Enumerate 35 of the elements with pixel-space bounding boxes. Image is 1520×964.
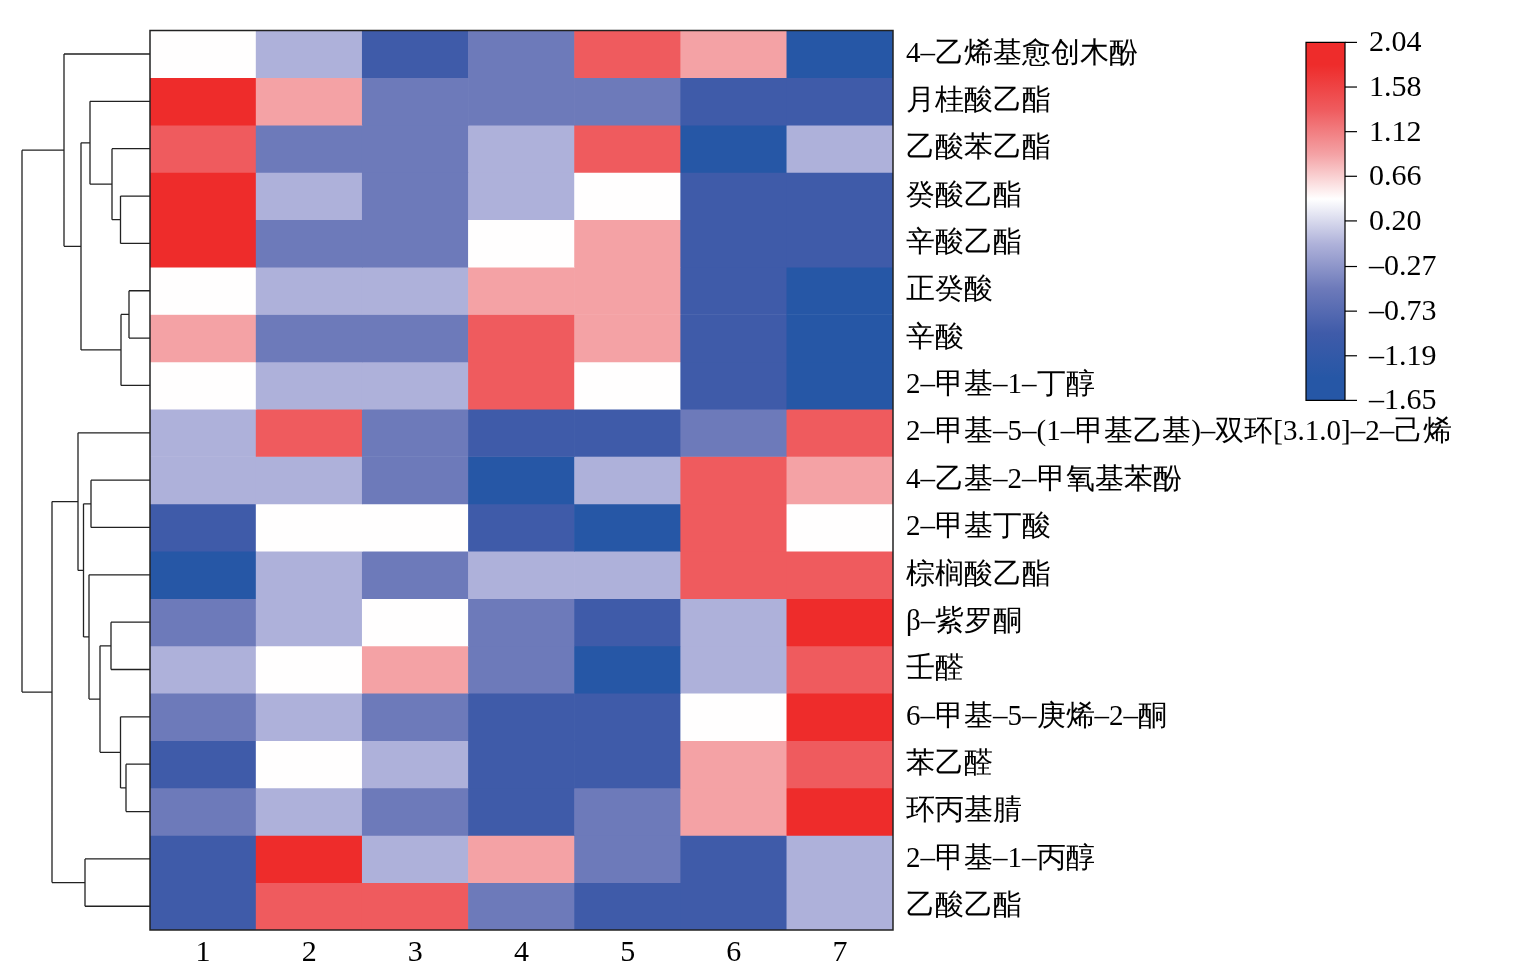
color-bar-label: –1.19 (1368, 337, 1437, 371)
y-tick-label: 苯乙醛 (906, 745, 993, 778)
y-tick-label: 壬醛 (906, 651, 964, 684)
x-tick-label: 5 (620, 933, 636, 964)
color-bar-label: 1.58 (1369, 68, 1422, 102)
y-tick-label: 2–甲基丁酸 (906, 509, 1051, 542)
y-tick-label: 正癸酸 (906, 272, 993, 305)
y-tick-label: 乙酸苯乙酯 (906, 130, 1051, 163)
x-tick-label: 4 (514, 933, 529, 964)
y-tick-label: 6–甲基–5–庚烯–2–酮 (906, 698, 1167, 731)
x-tick-label: 1 (195, 933, 211, 964)
x-tick-label: 2 (301, 933, 317, 964)
y-tick-label: 2–甲基–1–丁醇 (906, 367, 1095, 400)
color-bar-label: 2.04 (1369, 24, 1422, 58)
y-tick-label: 棕榈酸乙酯 (906, 556, 1051, 589)
color-bar-label: 0.66 (1369, 158, 1422, 192)
color-bar-label: 0.20 (1369, 202, 1422, 236)
y-tick-label: 月桂酸乙酯 (906, 83, 1051, 116)
y-tick-label: 辛酸 (906, 319, 964, 352)
x-tick-label: 7 (832, 933, 848, 964)
y-tick-label: 环丙基腈 (906, 793, 1022, 826)
y-tick-label: 癸酸乙酯 (906, 177, 1022, 210)
color-bar-label: –0.73 (1368, 293, 1437, 327)
y-tick-label: 4–乙烯基愈创木酚 (906, 35, 1138, 68)
y-tick-label: 2–甲基–5–(1–甲基乙基)–双环[3.1.0]–2–己烯 (906, 414, 1453, 448)
y-tick-label: β–紫罗酮 (906, 603, 1023, 636)
color-bar-label: –1.65 (1368, 382, 1437, 416)
color-bar-label: 1.12 (1369, 113, 1422, 147)
x-tick-label: 3 (407, 933, 423, 964)
x-tick-label: 6 (726, 933, 742, 964)
y-tick-label: 2–甲基–1–丙醇 (906, 840, 1095, 873)
y-tick-label: 乙酸乙酯 (906, 887, 1022, 920)
y-tick-label: 4–乙基–2–甲氧基苯酚 (906, 461, 1182, 494)
y-tick-label: 辛酸乙酯 (906, 225, 1022, 258)
color-bar-label: –0.27 (1368, 248, 1437, 282)
